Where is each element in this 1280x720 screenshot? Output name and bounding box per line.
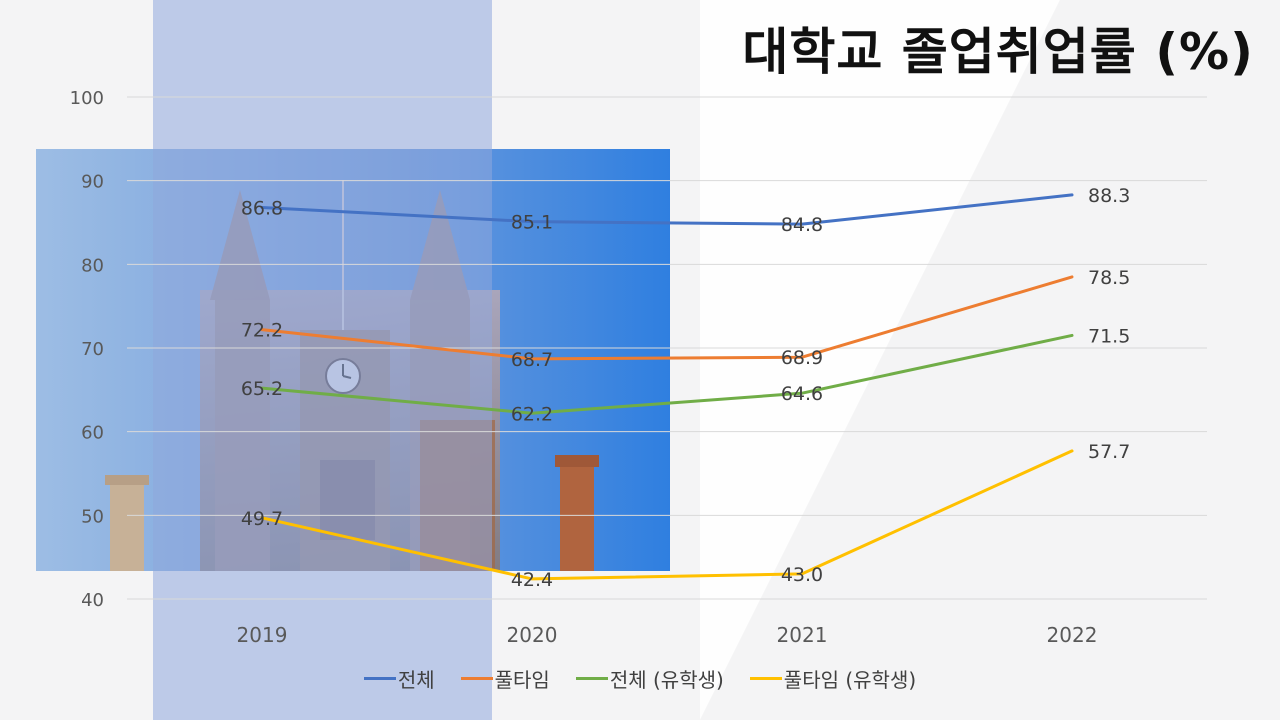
legend-swatch	[363, 677, 396, 680]
highlight-band	[153, 0, 492, 720]
y-tick-label: 100	[70, 88, 104, 109]
legend-label: 전체 (유학생)	[609, 668, 724, 692]
legend-swatch	[460, 677, 493, 680]
y-tick-label: 80	[81, 255, 104, 276]
diagonal-shade	[700, 0, 1280, 720]
data-label: 57.7	[1088, 441, 1130, 463]
y-axis-ticks: 40 50 60 70 80 90 100	[70, 88, 104, 611]
data-label: 62.2	[511, 403, 553, 425]
y-tick-label: 70	[81, 339, 104, 360]
data-label: 71.5	[1088, 325, 1130, 347]
legend-label: 풀타임	[494, 668, 550, 692]
x-tick-label: 2022	[1047, 623, 1098, 647]
data-label: 49.7	[241, 508, 283, 530]
x-tick-label: 2019	[237, 623, 288, 647]
data-label: 84.8	[781, 214, 823, 236]
x-axis-ticks: 2019 2020 2021 2022	[237, 623, 1098, 647]
data-labels: 86.8 85.1 84.8 88.3 72.2 68.7 68.9 78.5 65.2 62.2…	[241, 185, 1130, 591]
legend: 전체 풀타임 전체 (유학생) 풀타임 (유학생)	[0, 664, 1280, 693]
data-label: 72.2	[241, 320, 283, 342]
legend-item: 풀타임	[460, 664, 550, 693]
legend-label: 전체	[397, 668, 435, 692]
gridlines	[127, 96, 1207, 600]
data-label: 86.8	[241, 197, 283, 219]
series-line-1	[260, 193, 1074, 226]
x-tick-label: 2021	[777, 623, 828, 647]
series-line-2	[260, 275, 1074, 361]
y-tick-label: 60	[81, 423, 104, 444]
legend-label: 풀타임 (유학생)	[783, 668, 917, 692]
legend-item: 전체 (유학생)	[575, 664, 724, 693]
data-label: 65.2	[241, 378, 283, 400]
series-line-3	[260, 333, 1074, 415]
data-label: 42.4	[511, 569, 553, 591]
x-tick-label: 2020	[507, 623, 558, 647]
legend-swatch	[575, 677, 608, 680]
y-tick-label: 50	[81, 506, 104, 527]
y-tick-label: 90	[81, 172, 104, 193]
data-label: 85.1	[511, 212, 553, 234]
data-label: 78.5	[1088, 267, 1130, 289]
y-tick-label: 40	[81, 590, 104, 611]
legend-swatch	[749, 677, 782, 680]
legend-item: 전체	[363, 664, 435, 693]
data-label: 64.6	[781, 383, 823, 405]
data-label: 88.3	[1088, 185, 1130, 207]
chart-title: 대학교 졸업취업률 (%)	[742, 23, 1254, 81]
series-lines	[260, 193, 1074, 581]
data-label: 68.9	[781, 347, 823, 369]
series-line-4	[260, 449, 1074, 581]
data-label: 43.0	[781, 564, 823, 586]
data-label: 68.7	[511, 349, 553, 371]
legend-item: 풀타임 (유학생)	[749, 664, 917, 693]
